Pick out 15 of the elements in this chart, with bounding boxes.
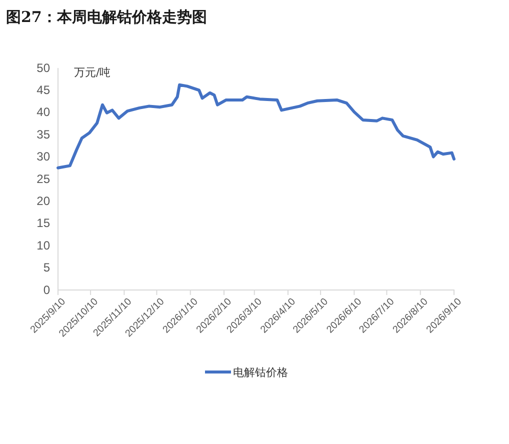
legend-label: 电解钴价格 <box>233 366 288 379</box>
y-tick-label: 35 <box>36 127 50 142</box>
y-tick-label: 30 <box>36 150 50 164</box>
line-series <box>56 83 456 170</box>
y-tick-label: 0 <box>43 282 50 297</box>
y-axis-title: 万元/吨 <box>74 66 111 79</box>
y-tick-label: 50 <box>36 60 50 75</box>
chart-title: 图27：本周电解钴价格走势图 <box>6 8 207 26</box>
y-tick-label: 40 <box>36 105 50 120</box>
y-tick-label: 45 <box>36 83 50 98</box>
y-tick-label: 15 <box>36 216 50 230</box>
y-tick-label: 20 <box>36 194 50 208</box>
y-tick-label: 25 <box>36 172 50 186</box>
y-tick-label: 10 <box>36 238 50 252</box>
y-tick-label: 5 <box>43 260 50 275</box>
